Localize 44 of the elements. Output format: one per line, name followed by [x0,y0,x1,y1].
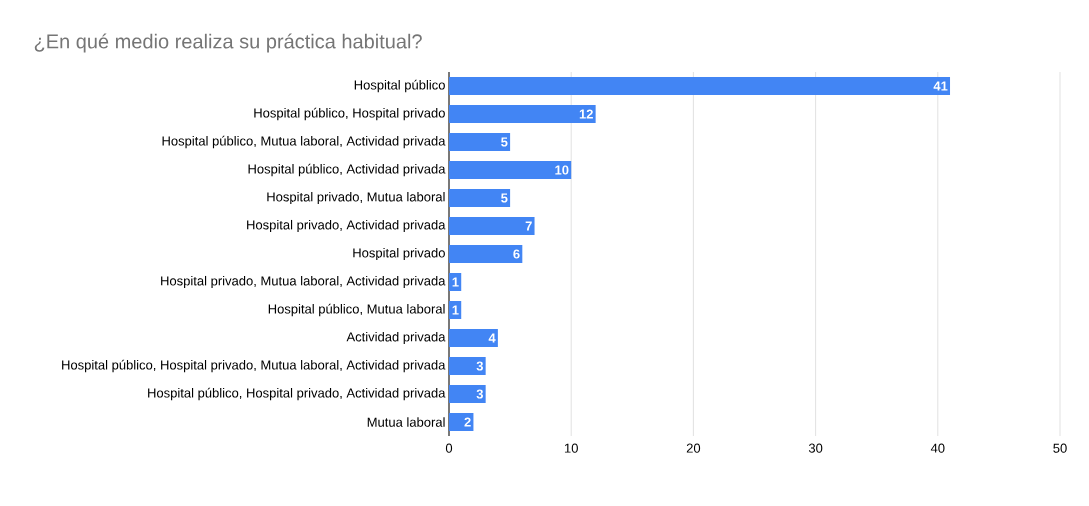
data-label: 3 [476,389,483,399]
data-label: 1 [452,277,459,287]
y-tick-label: Hospital público, Hospital privado, Mutua laboral, Actividad privada [62,359,446,373]
bar [449,357,486,375]
bar [449,77,951,95]
y-tick-label: Hospital privado [353,247,445,261]
data-label: 2 [464,417,471,427]
x-tick-label: 50 [1053,443,1067,453]
data-label: 5 [501,137,508,147]
data-label: 6 [513,249,520,259]
x-tick-label: 20 [686,443,701,453]
bar [449,133,511,151]
bar [449,245,523,263]
data-label: 1 [452,305,459,315]
y-tick-label: Hospital público [354,79,445,93]
bar [449,189,511,207]
y-tick-label: Hospital privado, Mutua laboral, Actividad privada [161,275,446,289]
y-tick-label: Mutua laboral [367,417,445,427]
x-tick-label: 0 [445,443,453,453]
y-tick-label: Hospital público, Mutua laboral [268,303,445,317]
x-tick-label: 30 [808,443,823,453]
data-label: 5 [501,193,508,203]
y-tick-label: Hospital público, Mutua laboral, Actividad privada [162,135,446,149]
data-label: 12 [579,109,593,119]
bar [449,413,474,431]
y-tick-label: Hospital público, Hospital privado, Actividad privada [148,387,446,401]
x-tick-label: 40 [930,443,945,453]
bar [449,329,498,347]
bar [449,105,596,123]
y-tick-label: Actividad privada [346,331,446,345]
data-label: 3 [476,361,483,371]
y-tick-label: Hospital privado, Mutua laboral [267,191,445,205]
data-label: 41 [933,81,948,91]
x-tick-label: 10 [564,443,578,453]
y-tick-label: Hospital público, Hospital privado [254,107,445,121]
bar [449,385,486,403]
data-label: 10 [555,165,569,175]
data-label: 4 [488,333,496,343]
text: ¿En qué medio realiza su práctica habitual? [34,33,422,53]
y-tick-label: Hospital privado, Actividad privada [247,219,446,233]
bar [449,161,572,179]
data-label: 7 [525,221,532,231]
bar [449,217,535,235]
y-tick-label: Hospital público, Actividad privada [248,163,446,177]
